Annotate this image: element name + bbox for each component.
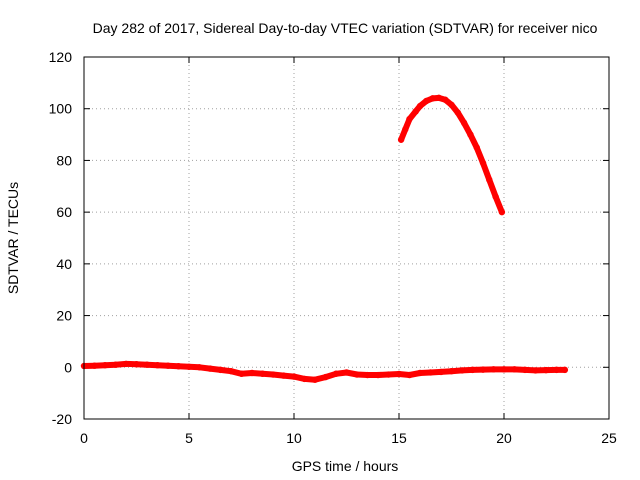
grid-lines [84, 57, 609, 419]
data-point-baseline [332, 370, 340, 377]
x-tick-label: 10 [286, 430, 302, 446]
data-point-baseline [395, 370, 403, 378]
y-tick-label: 0 [64, 359, 72, 375]
y-tick-label: 40 [56, 256, 72, 272]
data-point-baseline [469, 366, 476, 374]
data-point-arc [402, 126, 409, 133]
data-point-arc [448, 101, 455, 109]
data-point-arc [486, 176, 493, 184]
data-point-baseline [196, 364, 203, 371]
data-point-baseline [542, 366, 550, 374]
data-point-baseline [406, 371, 413, 379]
data-point-baseline [448, 367, 455, 375]
data-point-baseline [416, 369, 424, 377]
data-point-baseline [532, 367, 539, 374]
y-tick-label: 20 [56, 308, 72, 324]
data-point-arc [423, 97, 430, 105]
data-point-arc [412, 108, 419, 115]
data-point-arc [492, 193, 499, 200]
plot-frame [83, 56, 610, 420]
x-tick-label: 5 [185, 430, 193, 446]
data-point-baseline [112, 361, 119, 368]
x-tick-label: 25 [601, 430, 617, 446]
data-point-arc [479, 159, 487, 167]
data-point-baseline [122, 360, 130, 368]
data-point-baseline [479, 366, 487, 373]
y-tick-label: 60 [56, 204, 72, 220]
data-point-baseline [185, 363, 193, 370]
data-point-baseline [280, 372, 287, 379]
data-point-arc [435, 94, 443, 102]
data-point-arc [454, 109, 461, 116]
data-point-baseline [143, 361, 151, 368]
y-tick-label: 100 [49, 101, 73, 117]
data-point-arc [467, 131, 474, 138]
data-point-baseline [227, 367, 235, 375]
y-tick-label: 80 [56, 152, 72, 168]
data-point-baseline [164, 362, 172, 369]
x-tick-label: 0 [80, 430, 88, 446]
data-point-baseline [91, 362, 98, 369]
x-tick-label: 20 [496, 430, 512, 446]
data-point-baseline [311, 376, 319, 383]
data-point-baseline [133, 360, 140, 368]
data-point-baseline [217, 366, 224, 374]
chart-title: Day 282 of 2017, Sidereal Day-to-day VTE… [93, 20, 598, 36]
data-point-arc [397, 136, 405, 143]
data-point-arc [498, 208, 506, 216]
x-tick-label: 15 [391, 430, 407, 446]
data-point-baseline [364, 371, 371, 379]
y-tick-label: 120 [49, 49, 73, 65]
data-point-arc [429, 95, 436, 102]
data-point-arc [406, 115, 413, 123]
data-point-arc [442, 96, 449, 103]
data-point-baseline [490, 366, 497, 373]
x-axis-label: GPS time / hours [292, 458, 399, 474]
series-line-arc [398, 94, 505, 214]
data-point-baseline [511, 366, 518, 373]
data-point-baseline [175, 363, 182, 370]
data-point-baseline [206, 365, 214, 372]
data-point-baseline [500, 366, 508, 373]
data-point-baseline [343, 369, 350, 376]
data-point-baseline [427, 369, 434, 376]
data-point-baseline [561, 366, 569, 374]
data-point-baseline [385, 371, 392, 378]
data-marks [80, 94, 569, 383]
data-point-baseline [353, 371, 361, 378]
y-axis-label: SDTVAR / TECUs [5, 182, 21, 294]
data-point-baseline [248, 369, 256, 377]
data-point-baseline [437, 368, 445, 376]
data-point-baseline [458, 367, 466, 374]
y-tick-label: -20 [52, 411, 72, 427]
data-point-baseline [322, 373, 329, 381]
data-point-arc [416, 102, 424, 110]
data-point-arc [460, 119, 468, 127]
data-point-arc [473, 144, 480, 151]
data-point-baseline [374, 371, 382, 379]
data-point-baseline [269, 371, 277, 378]
data-point-baseline [290, 373, 298, 380]
data-point-baseline [238, 370, 245, 377]
data-point-baseline [154, 362, 161, 369]
data-point-baseline [521, 366, 529, 374]
data-point-baseline [101, 362, 109, 369]
data-point-baseline [553, 366, 560, 374]
data-point-baseline [301, 375, 308, 383]
data-point-baseline [259, 370, 266, 377]
